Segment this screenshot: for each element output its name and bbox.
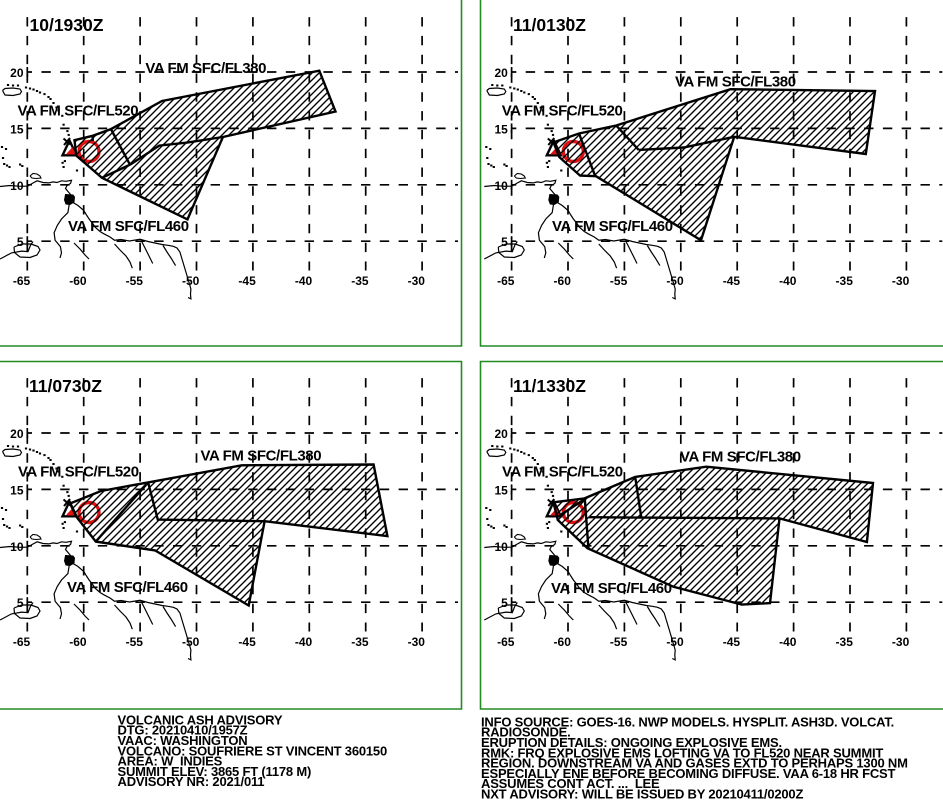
svg-text:VA FM SFC/FL460: VA FM SFC/FL460 — [551, 580, 672, 597]
svg-text:VA FM SFC/FL380: VA FM SFC/FL380 — [145, 60, 266, 77]
svg-text:AREA: W INDIES: AREA: W INDIES — [118, 754, 223, 769]
svg-text:VA FM SFC/FL380: VA FM SFC/FL380 — [680, 449, 801, 466]
svg-text:VOLCANIC ASH ADVISORY: VOLCANIC ASH ADVISORY — [118, 712, 283, 727]
svg-text:VA FM SFC/FL380: VA FM SFC/FL380 — [201, 448, 322, 465]
svg-text:VA FM SFC/FL520: VA FM SFC/FL520 — [18, 103, 139, 120]
svg-text:RMK: FRQ EXPLOSIVE EMS LOFTING: RMK: FRQ EXPLOSIVE EMS LOFTING VA TO FL5… — [481, 745, 883, 760]
svg-text:INFO SOURCE: GOES-16. NWP MODE: INFO SOURCE: GOES-16. NWP MODELS. HYSPLI… — [481, 714, 894, 729]
svg-text:DTG: 20210410/1957Z: DTG: 20210410/1957Z — [118, 723, 248, 738]
svg-text:ASSUMES CONT ACT. ... LEE: ASSUMES CONT ACT. ... LEE — [481, 776, 660, 791]
svg-text:ESPECIALLY ENE BEFORE BECOMING: ESPECIALLY ENE BEFORE BECOMING DIFFUSE. … — [481, 766, 896, 781]
svg-text:VA FM SFC/FL460: VA FM SFC/FL460 — [68, 218, 189, 235]
svg-text:VA FM SFC/FL520: VA FM SFC/FL520 — [502, 464, 623, 481]
svg-text:VOLCANO: SOUFRIERE ST VINCENT: VOLCANO: SOUFRIERE ST VINCENT 360150 — [118, 743, 387, 758]
svg-text:ADVISORY NR: 2021/011: ADVISORY NR: 2021/011 — [118, 774, 265, 789]
svg-text:SUMMIT ELEV: 3865 FT (1178 M): SUMMIT ELEV: 3865 FT (1178 M) — [118, 764, 312, 779]
svg-text:10/1930Z: 10/1930Z — [30, 15, 104, 35]
svg-text:VAAC: WASHINGTON: VAAC: WASHINGTON — [118, 733, 248, 748]
svg-text:VA FM SFC/FL520: VA FM SFC/FL520 — [502, 103, 623, 120]
svg-text:VA FM SFC/FL460: VA FM SFC/FL460 — [67, 579, 188, 596]
svg-text:REGION. DOWNSTREAM VA AND GASE: REGION. DOWNSTREAM VA AND GASES EXTD TO … — [481, 756, 908, 771]
svg-text:11/1330Z: 11/1330Z — [513, 376, 586, 396]
svg-text:VA FM SFC/FL380: VA FM SFC/FL380 — [675, 74, 796, 91]
svg-text:ERUPTION DETAILS: ONGOING EXPL: ERUPTION DETAILS: ONGOING EXPLOSIVE EMS. — [481, 735, 782, 750]
svg-text:RADIOSONDE.: RADIOSONDE. — [481, 725, 571, 740]
svg-text:VA FM SFC/FL460: VA FM SFC/FL460 — [552, 218, 673, 235]
svg-text:11/0730Z: 11/0730Z — [29, 376, 102, 396]
svg-text:NXT ADVISORY: WILL BE ISSUED B: NXT ADVISORY: WILL BE ISSUED BY 20210411… — [481, 787, 803, 802]
svg-text:VA FM SFC/FL520: VA FM SFC/FL520 — [18, 464, 139, 481]
svg-text:11/0130Z: 11/0130Z — [513, 15, 586, 35]
